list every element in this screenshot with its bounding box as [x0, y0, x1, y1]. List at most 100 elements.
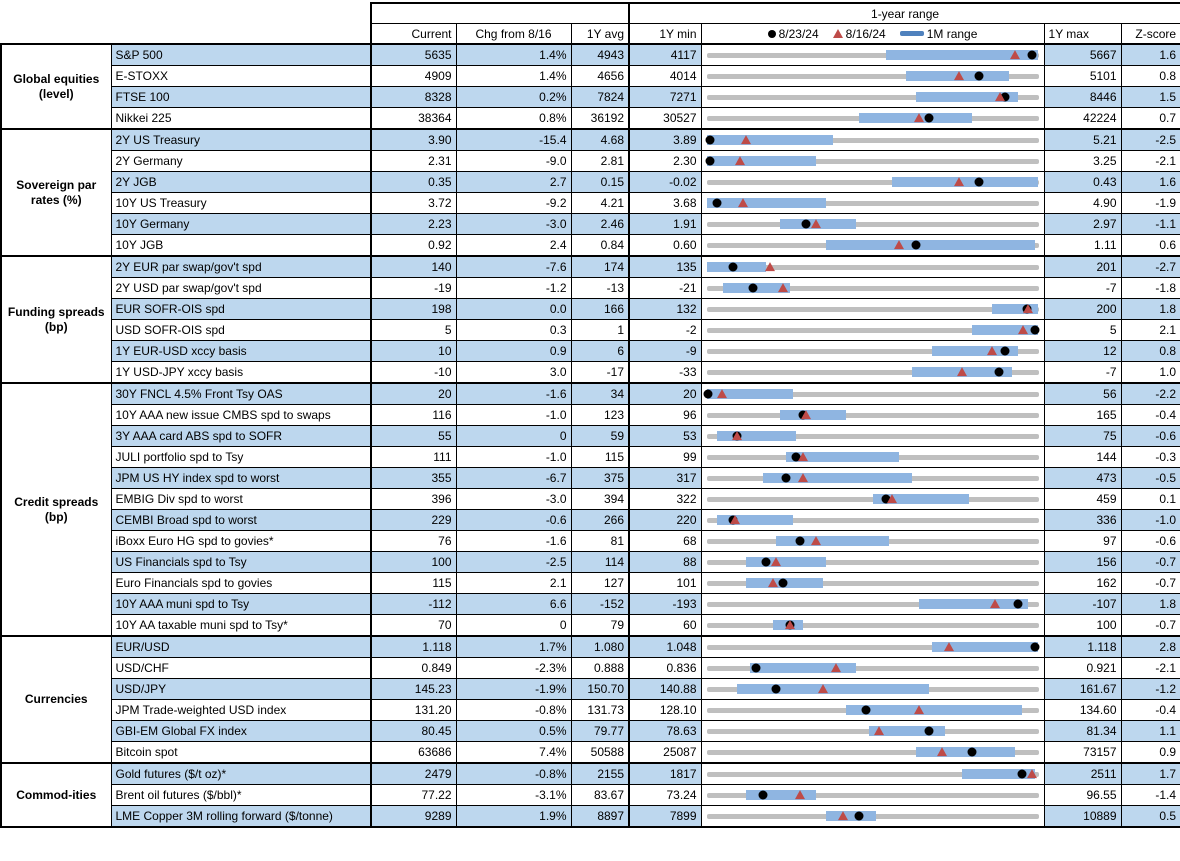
zscore-value: 0.9: [1120, 741, 1180, 764]
range-chart: [700, 128, 1045, 151]
current-value: -10: [370, 361, 457, 384]
zscore-value: 0.6: [1120, 234, 1180, 257]
range-chart: [700, 762, 1045, 785]
avg-1y-value: 123: [570, 404, 630, 426]
max-1y-value: 200: [1043, 298, 1122, 320]
avg-1y-value: 83.67: [570, 784, 630, 806]
chg-value: -1.0: [455, 404, 572, 426]
prior-date-triangle: [716, 389, 727, 399]
year-range-line: [706, 517, 1039, 523]
avg-1y-value: 131.73: [570, 699, 630, 721]
avg-1y-value: 150.70: [570, 678, 630, 700]
year-range-line: [706, 306, 1039, 312]
chart-legend: 8/23/24 8/16/24 1M range: [700, 23, 1045, 45]
zscore-value: 1.6: [1120, 43, 1180, 66]
table-row: Brent oil futures ($/bbl)* 77.22 -3.1% 83.6…: [1, 784, 1180, 806]
prior-date-triangle: [741, 135, 752, 145]
current-date-dot: [748, 283, 758, 293]
table-row: 10Y Germany 2.23 -3.0 2.46 1.91 2.97 -1.1: [1, 213, 1180, 235]
max-1y-value: 81.34: [1043, 720, 1122, 742]
min-1y-value: -21: [628, 277, 702, 299]
current-value: 145.23: [370, 678, 457, 700]
prior-date-triangle: [734, 156, 745, 166]
chg-value: -3.1%: [455, 784, 572, 806]
range-chart: [700, 340, 1045, 362]
zscore-value: -1.2: [1120, 678, 1180, 700]
month-range-bar: [991, 304, 1039, 314]
max-1y-value: 0.921: [1043, 657, 1122, 679]
range-chart: [700, 234, 1045, 257]
year-range-line: [706, 179, 1039, 185]
current-value: 116: [370, 404, 457, 426]
current-date-dot: [924, 726, 934, 736]
current-date-dot: [967, 747, 977, 757]
metric-name: Bitcoin spot: [110, 741, 372, 764]
legend-dot-label: 8/23/24: [778, 26, 819, 41]
min-1y-value: 1.048: [628, 635, 702, 658]
legend-item-1m-range: 1M range: [899, 27, 977, 41]
chg-value: -6.7: [455, 467, 572, 489]
table-row: USD SOFR-OIS spd 5 0.3 1 -2 5 2.1: [1, 319, 1180, 341]
zscore-value: 1.5: [1120, 86, 1180, 108]
current-value: 0.35: [370, 171, 457, 193]
prior-date-triangle: [777, 283, 788, 293]
table-row: Nikkei 225 38364 0.8% 36192 30527 42224 0.7: [1, 107, 1180, 130]
year-range-line: [706, 137, 1039, 143]
chg-value: 0.2%: [455, 86, 572, 108]
year-range-line: [706, 348, 1039, 354]
prior-date-triangle: [831, 663, 842, 673]
min-1y-value: 3.89: [628, 128, 702, 151]
current-value: 9289: [370, 805, 457, 828]
zscore-value: -0.7: [1120, 614, 1180, 637]
year-range-line: [706, 200, 1039, 206]
range-chart: [700, 678, 1045, 700]
avg-1y-value: 4.68: [570, 128, 630, 151]
min-1y-value: -0.02: [628, 171, 702, 193]
metric-name: Nikkei 225: [110, 107, 372, 130]
metric-name: 1Y USD-JPY xccy basis: [110, 361, 372, 384]
prior-date-triangle: [937, 747, 948, 757]
chg-value: -1.9%: [455, 678, 572, 700]
chg-value: -1.0: [455, 446, 572, 468]
prior-date-triangle: [986, 346, 997, 356]
metric-name: E-STOXX: [110, 65, 372, 87]
range-chart: [700, 277, 1045, 299]
current-value: 20: [370, 382, 457, 405]
month-range-bar: [932, 642, 1039, 652]
header-blank-box: [369, 2, 630, 24]
current-date-dot: [1017, 769, 1027, 779]
dot-legend-icon: [767, 29, 776, 38]
max-1y-value: 10889: [1043, 805, 1122, 828]
table-row: 10Y AAA new issue CMBS spd to swaps 116 -1…: [1, 404, 1180, 426]
min-1y-value: 220: [628, 509, 702, 531]
zscore-value: -2.1: [1120, 150, 1180, 172]
avg-1y-value: 36192: [570, 107, 630, 130]
category-label: Global equities (level): [0, 43, 112, 130]
avg-1y-value: 4656: [570, 65, 630, 87]
table-row: 10Y AA taxable muni spd to Tsy* 70 0 79 60 10…: [1, 614, 1180, 637]
prior-date-triangle: [837, 811, 848, 821]
legend-item-prior-date: 8/16/24: [832, 26, 886, 41]
table-row: CEMBI Broad spd to worst 229 -0.6 266 220 336…: [1, 509, 1180, 531]
current-date-dot: [712, 198, 722, 208]
legend-triangle-label: 8/16/24: [845, 26, 886, 41]
current-date-dot: [1030, 325, 1040, 335]
zscore-value: 2.8: [1120, 635, 1180, 658]
avg-1y-value: 2155: [570, 762, 630, 785]
year-range-line: [706, 391, 1039, 397]
table-row: 10Y AAA muni spd to Tsy -112 6.6 -152 -193 -1…: [1, 593, 1180, 615]
current-value: 2.23: [370, 213, 457, 235]
current-value: 198: [370, 298, 457, 320]
min-1y-value: 0.60: [628, 234, 702, 257]
prior-date-triangle: [794, 790, 805, 800]
range-chart: [700, 213, 1045, 235]
table-row: JULI portfolio spd to Tsy 111 -1.0 115 99 144…: [1, 446, 1180, 468]
range-chart: [700, 382, 1045, 405]
category-label: Currencies: [0, 635, 112, 764]
prior-date-triangle: [771, 557, 782, 567]
metric-name: JPM Trade-weighted USD index: [110, 699, 372, 721]
avg-1y-value: 394: [570, 488, 630, 510]
table-row: E-STOXX 4909 1.4% 4656 4014 5101 0.8: [1, 65, 1180, 87]
current-value: 77.22: [370, 784, 457, 806]
month-range-bar: [776, 536, 890, 546]
